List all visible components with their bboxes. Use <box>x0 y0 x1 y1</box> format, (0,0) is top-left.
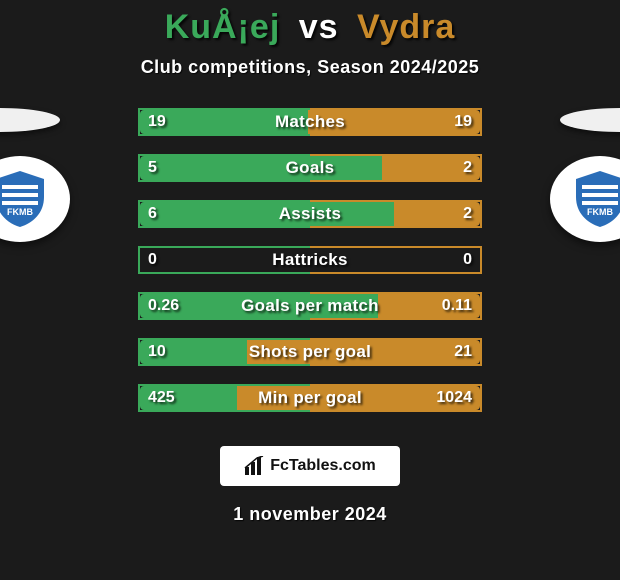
right-side-graphics: FKMB <box>500 108 620 242</box>
stat-value-right: 0.11 <box>434 294 480 318</box>
brand-badge: FcTables.com <box>220 446 400 486</box>
stat-row: Matches19 19 <box>138 108 482 136</box>
player2-name: Vydra <box>357 8 455 46</box>
stat-row: Shots per goal10 21 <box>138 338 482 366</box>
stat-row: Goals5 2 <box>138 154 482 182</box>
stat-row: Assists6 2 <box>138 200 482 228</box>
stat-label: Goals <box>140 156 480 180</box>
stat-label: Hattricks <box>140 248 480 272</box>
stat-value-left: 5 <box>140 156 165 180</box>
comparison-title: KuÅ¡ej vs Vydra <box>0 0 620 47</box>
svg-text:FKMB: FKMB <box>7 207 33 217</box>
shield-icon: FKMB <box>0 167 52 231</box>
stat-value-left: 0 <box>140 248 165 272</box>
stat-row: Min per goal4251024 <box>138 384 482 412</box>
stat-value-right: 2 <box>455 202 480 226</box>
stat-row: Hattricks0 0 <box>138 246 482 274</box>
stat-value-left: 6 <box>140 202 165 226</box>
stat-value-right: 19 <box>446 110 480 134</box>
left-club-crest: FKMB <box>0 156 70 242</box>
stat-label: Assists <box>140 202 480 226</box>
stat-value-right: 21 <box>446 340 480 364</box>
stat-value-right: 2 <box>455 156 480 180</box>
left-side-graphics: FKMB <box>0 108 120 242</box>
stat-row: Goals per match0.26 0.11 <box>138 292 482 320</box>
stat-rows: Matches1919Goals52Assists62Hattricks00Go… <box>138 108 482 412</box>
stat-label: Shots per goal <box>140 340 480 364</box>
player1-name: KuÅ¡ej <box>165 8 281 46</box>
right-club-crest: FKMB <box>550 156 620 242</box>
stat-value-right: 1024 <box>428 386 480 410</box>
chart-icon <box>244 456 264 476</box>
stat-value-left: 0.26 <box>140 294 187 318</box>
stat-label: Goals per match <box>140 294 480 318</box>
stat-value-left: 19 <box>140 110 174 134</box>
right-ellipse <box>560 108 620 132</box>
subtitle: Club competitions, Season 2024/2025 <box>0 57 620 78</box>
comparison-arena: FKMB FKMB Matches1919Goals52Assists62Hat… <box>0 108 620 438</box>
brand-text: FcTables.com <box>270 457 376 475</box>
stat-value-left: 10 <box>140 340 174 364</box>
shield-icon: FKMB <box>568 167 620 231</box>
stat-label: Matches <box>140 110 480 134</box>
vs-label: vs <box>299 8 339 46</box>
svg-text:FKMB: FKMB <box>587 207 613 217</box>
left-ellipse <box>0 108 60 132</box>
date-label: 1 november 2024 <box>0 504 620 525</box>
stat-value-right: 0 <box>455 248 480 272</box>
stat-value-left: 425 <box>140 386 183 410</box>
